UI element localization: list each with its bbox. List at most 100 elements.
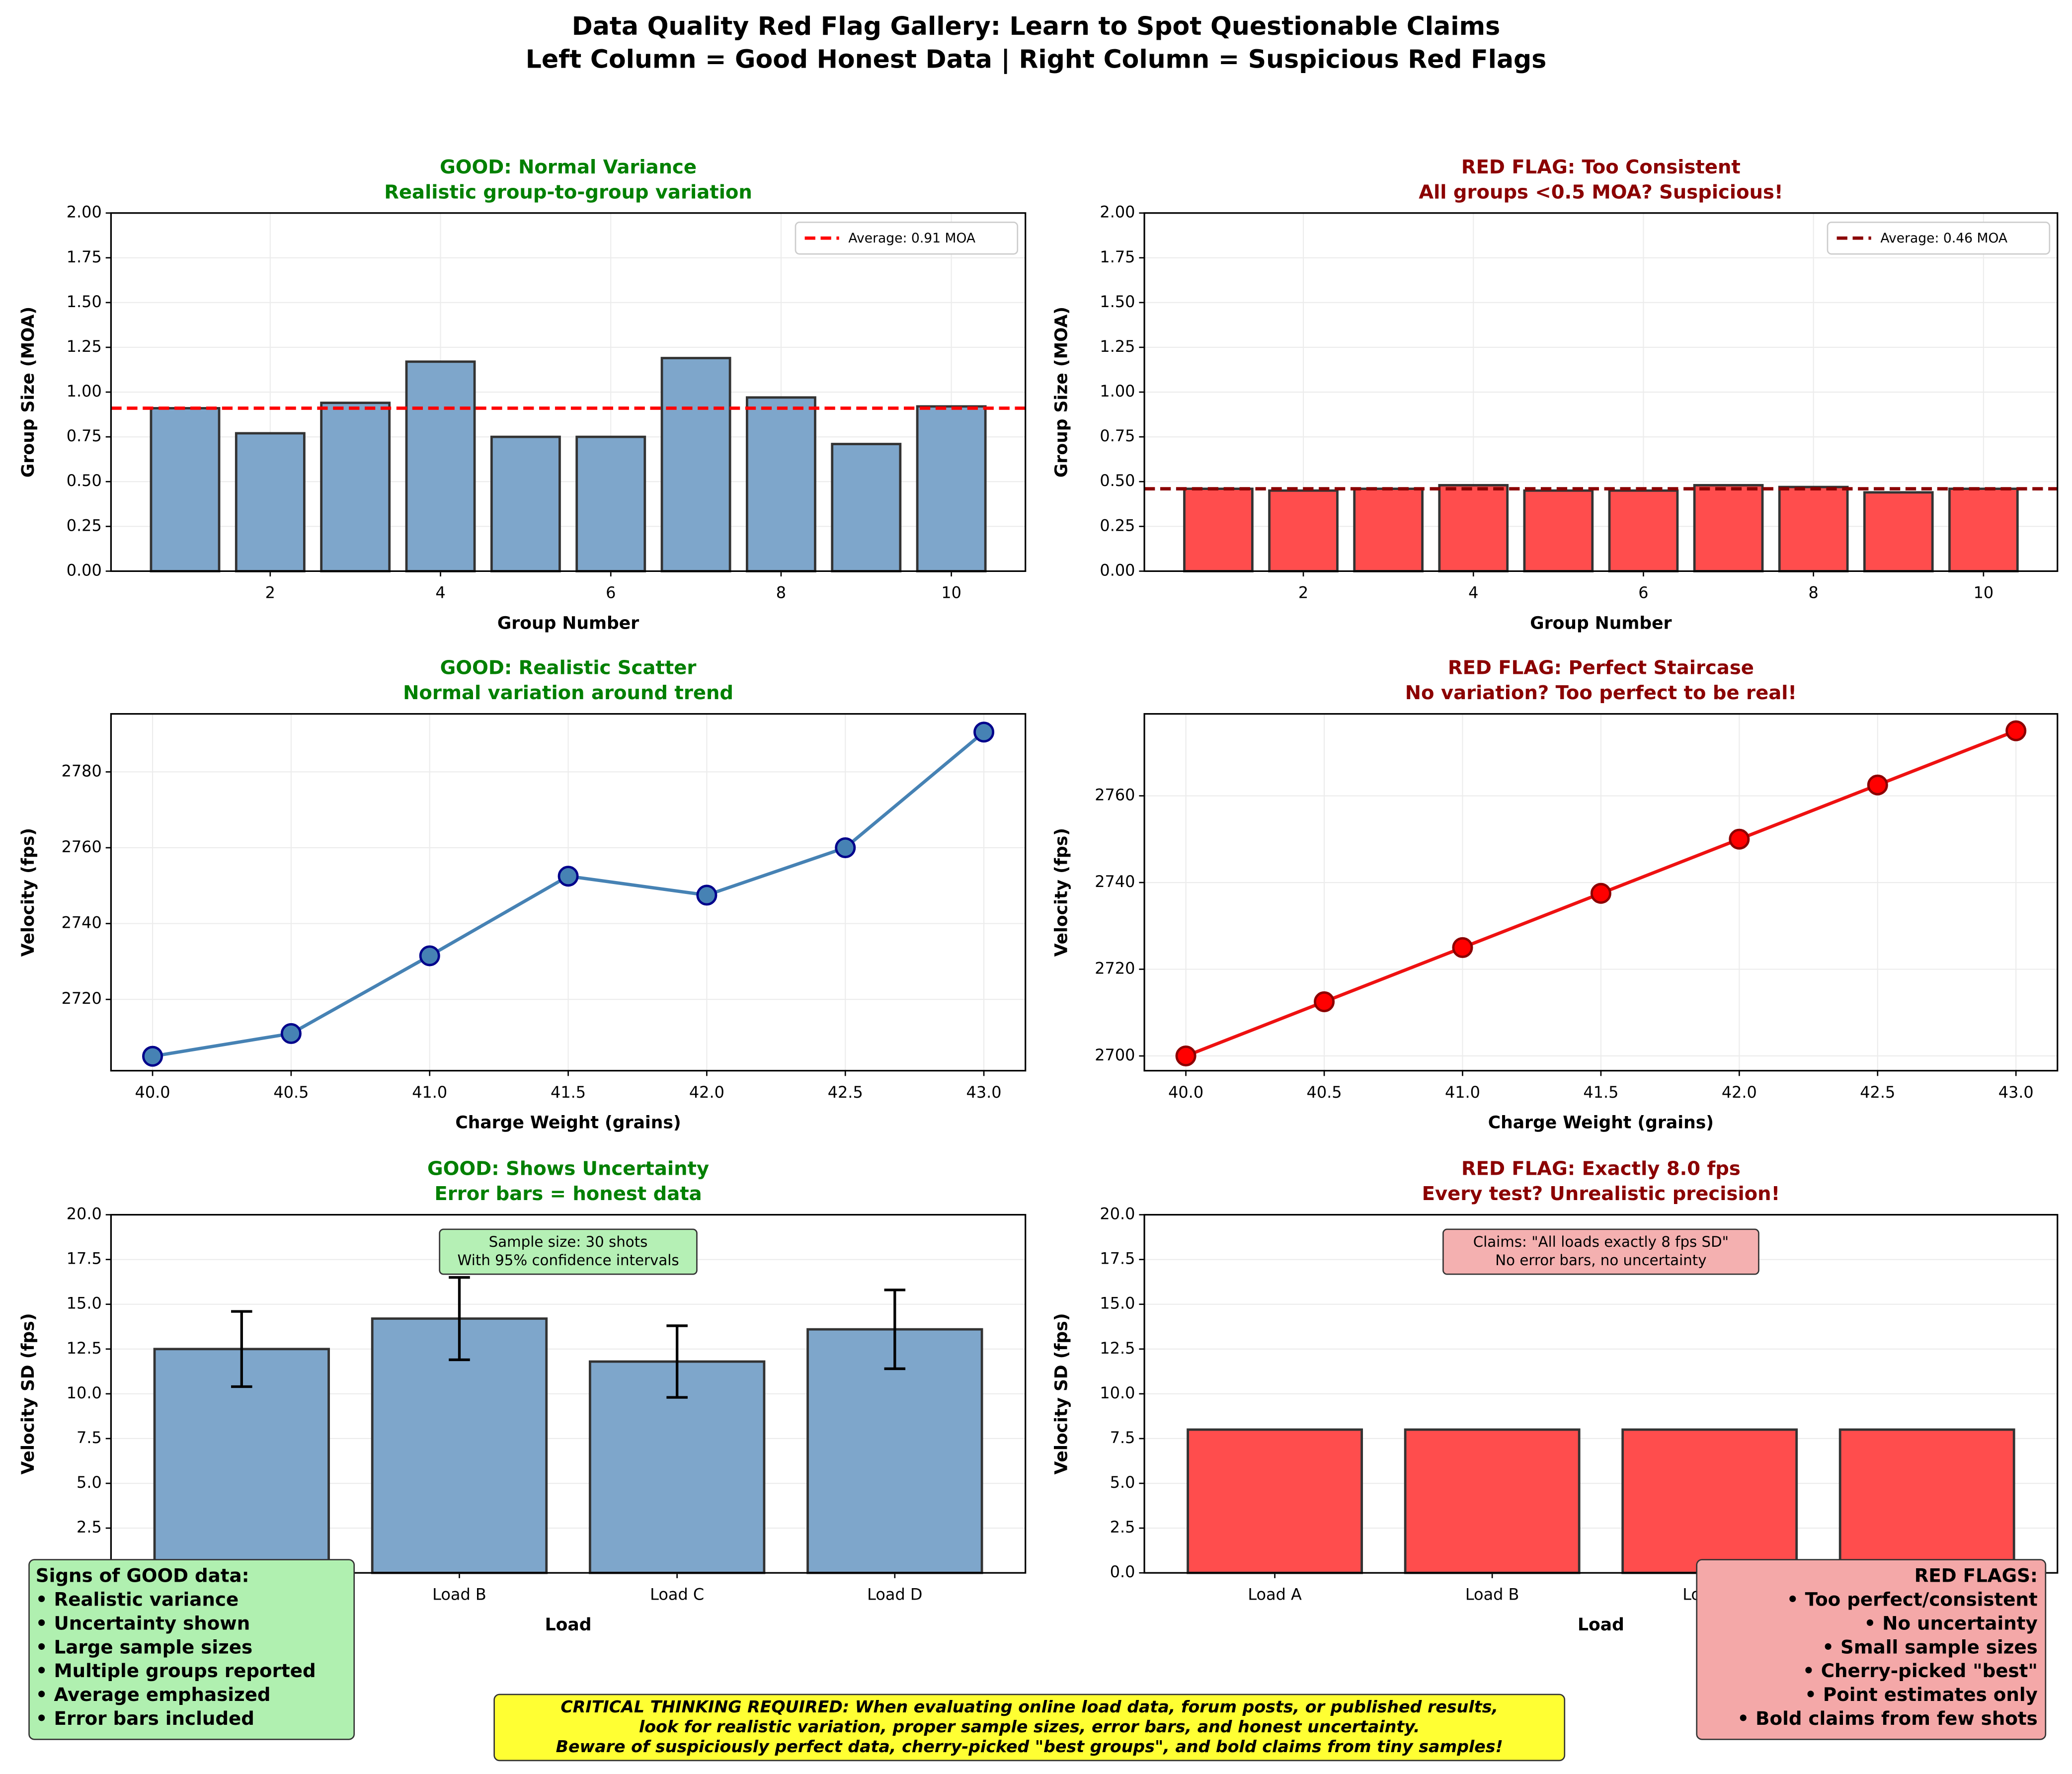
y-tick-label: 1.25 (1100, 337, 1135, 356)
x-tick-label: 42.0 (689, 1083, 724, 1102)
bar (235, 432, 306, 572)
bar (916, 405, 987, 572)
y-tick-label: 2.00 (1100, 203, 1135, 222)
y-tick-label: 17.5 (67, 1249, 102, 1268)
y-tick-label: 12.5 (1100, 1339, 1135, 1358)
y-tick-label: 7.5 (77, 1428, 102, 1447)
y-tick-label: 0.00 (1100, 561, 1135, 579)
x-tick-label: 6 (606, 583, 616, 602)
bar (1404, 1428, 1581, 1574)
x-tick-label: 10 (941, 583, 961, 602)
chart-subtitle: Normal variation around trend (403, 682, 733, 704)
x-tick-label: Load D (867, 1585, 922, 1604)
chart-subtitle: Error bars = honest data (434, 1183, 702, 1205)
y-tick-label: 10.0 (67, 1383, 102, 1402)
box-line: • Bold claims from few shots (1737, 1707, 2037, 1729)
y-tick-label: 2740 (1095, 872, 1135, 891)
chart-subtitle: Realistic group-to-group variation (384, 181, 752, 203)
x-tick-label: 40.5 (1307, 1083, 1342, 1102)
chart: 2720 2740 2760 2780 40.0 40.5 41.0 41.5 42.0 42.5… (18, 657, 1027, 1133)
y-tick-label: 5.0 (1110, 1473, 1135, 1492)
x-axis-label: Load (1578, 1615, 1624, 1635)
x-axis-label: Charge Weight (grains) (1488, 1113, 1714, 1133)
y-tick-label: 0.75 (67, 426, 102, 445)
box-line: • Error bars included (36, 1707, 254, 1729)
box-line: • Cherry-picked "best" (1803, 1660, 2038, 1682)
marker (1314, 991, 1335, 1012)
charts: 0.00 0.25 0.50 0.75 1.00 1.25 1.50 1.75 2.00 2 4 6 8… (18, 156, 2059, 1635)
y-tick-label: 20.0 (67, 1205, 102, 1223)
note-line: CRITICAL THINKING REQUIRED: When evaluat… (560, 1697, 1498, 1716)
y-tick-label: 2760 (1095, 786, 1135, 805)
y-tick-label: 1.50 (1100, 292, 1135, 311)
x-tick-label: Load B (1465, 1585, 1519, 1604)
x-tick-label: 42.5 (828, 1083, 863, 1102)
annotation-box (1442, 1228, 1759, 1275)
y-tick-label: 0.25 (1100, 516, 1135, 535)
x-tick-label: Load C (650, 1585, 704, 1604)
y-tick-label: 0.0 (1110, 1562, 1135, 1581)
y-tick-label: 2.5 (77, 1518, 102, 1536)
axes-frame (1143, 713, 2059, 1072)
bar (1353, 487, 1424, 572)
chart: 0.00 0.25 0.50 0.75 1.00 1.25 1.50 1.75 2.00 2 4 6 8… (18, 156, 1027, 633)
y-tick-label: 0.75 (1100, 426, 1135, 445)
x-tick-label: 2 (265, 583, 275, 602)
y-tick-label: 0.25 (67, 516, 102, 535)
x-axis-label: Load (545, 1615, 592, 1635)
y-tick-label: 10.0 (1100, 1383, 1135, 1402)
y-tick-label: 2720 (1095, 959, 1135, 978)
chart-subtitle: Every test? Unrealistic precision! (1422, 1183, 1780, 1205)
y-tick-label: 0.50 (1100, 471, 1135, 490)
critical-note-box: CRITICAL THINKING REQUIRED: When evaluat… (493, 1693, 1566, 1762)
annotation-box (439, 1228, 698, 1275)
note-line: look for realistic variation, proper sam… (639, 1717, 1420, 1736)
x-tick-label: 43.0 (1998, 1083, 2034, 1102)
bar (660, 357, 731, 572)
bar (1608, 489, 1679, 572)
y-tick-label: 1.75 (67, 247, 102, 266)
x-tick-label: 42.0 (1722, 1083, 1757, 1102)
y-tick-label: 15.0 (67, 1294, 102, 1313)
y-tick-label: 2740 (62, 913, 102, 932)
bar (1838, 1428, 2015, 1574)
marker (1175, 1045, 1196, 1067)
bar (1621, 1428, 1798, 1574)
note-line: Beware of suspiciously perfect data, che… (556, 1737, 1503, 1756)
y-axis-label: Group Size (MOA) (18, 307, 38, 478)
bar (1438, 484, 1509, 572)
axes-frame (110, 1213, 1027, 1574)
y-tick-label: 2.00 (67, 203, 102, 222)
bar (831, 443, 902, 572)
y-axis-label: Velocity SD (fps) (1052, 1313, 1072, 1474)
bar (1778, 485, 1849, 572)
bar (588, 1360, 766, 1574)
figure-title: Data Quality Red Flag Gallery: Learn to … (572, 11, 1500, 41)
x-axis-label: Group Number (497, 613, 639, 633)
annotation-text: No error bars, no uncertainty (1495, 1252, 1706, 1269)
bar (320, 402, 391, 572)
chart-title: RED FLAG: Too Consistent (1461, 156, 1741, 178)
box-line: • Multiple groups reported (36, 1660, 316, 1682)
legend-box (1827, 221, 2051, 255)
bar (1268, 489, 1339, 572)
x-tick-label: 6 (1638, 583, 1648, 602)
chart: 0.00 0.25 0.50 0.75 1.00 1.25 1.50 1.75 2.00 2 4 6 8… (1052, 156, 2059, 633)
y-tick-label: 7.5 (1110, 1428, 1135, 1447)
x-tick-label: 8 (1809, 583, 1819, 602)
annotation-text: With 95% confidence intervals (457, 1252, 679, 1269)
y-tick-label: 2760 (62, 837, 102, 856)
chart-title: GOOD: Normal Variance (440, 156, 697, 178)
bar (490, 435, 561, 572)
chart: 2700 2720 2740 2760 40.0 40.5 41.0 41.5 42.0 42.5… (1052, 657, 2059, 1133)
box-line: • Point estimates only (1805, 1684, 2038, 1705)
y-axis-label: Velocity (fps) (18, 828, 38, 957)
x-tick-label: 41.5 (1583, 1083, 1618, 1102)
x-axis-label: Charge Weight (grains) (455, 1113, 681, 1133)
y-tick-label: 12.5 (67, 1339, 102, 1358)
bar (1863, 491, 1934, 572)
axes-frame (1143, 212, 2059, 572)
bar (405, 360, 476, 572)
x-tick-label: 41.0 (1445, 1083, 1480, 1102)
bar (1523, 489, 1594, 572)
